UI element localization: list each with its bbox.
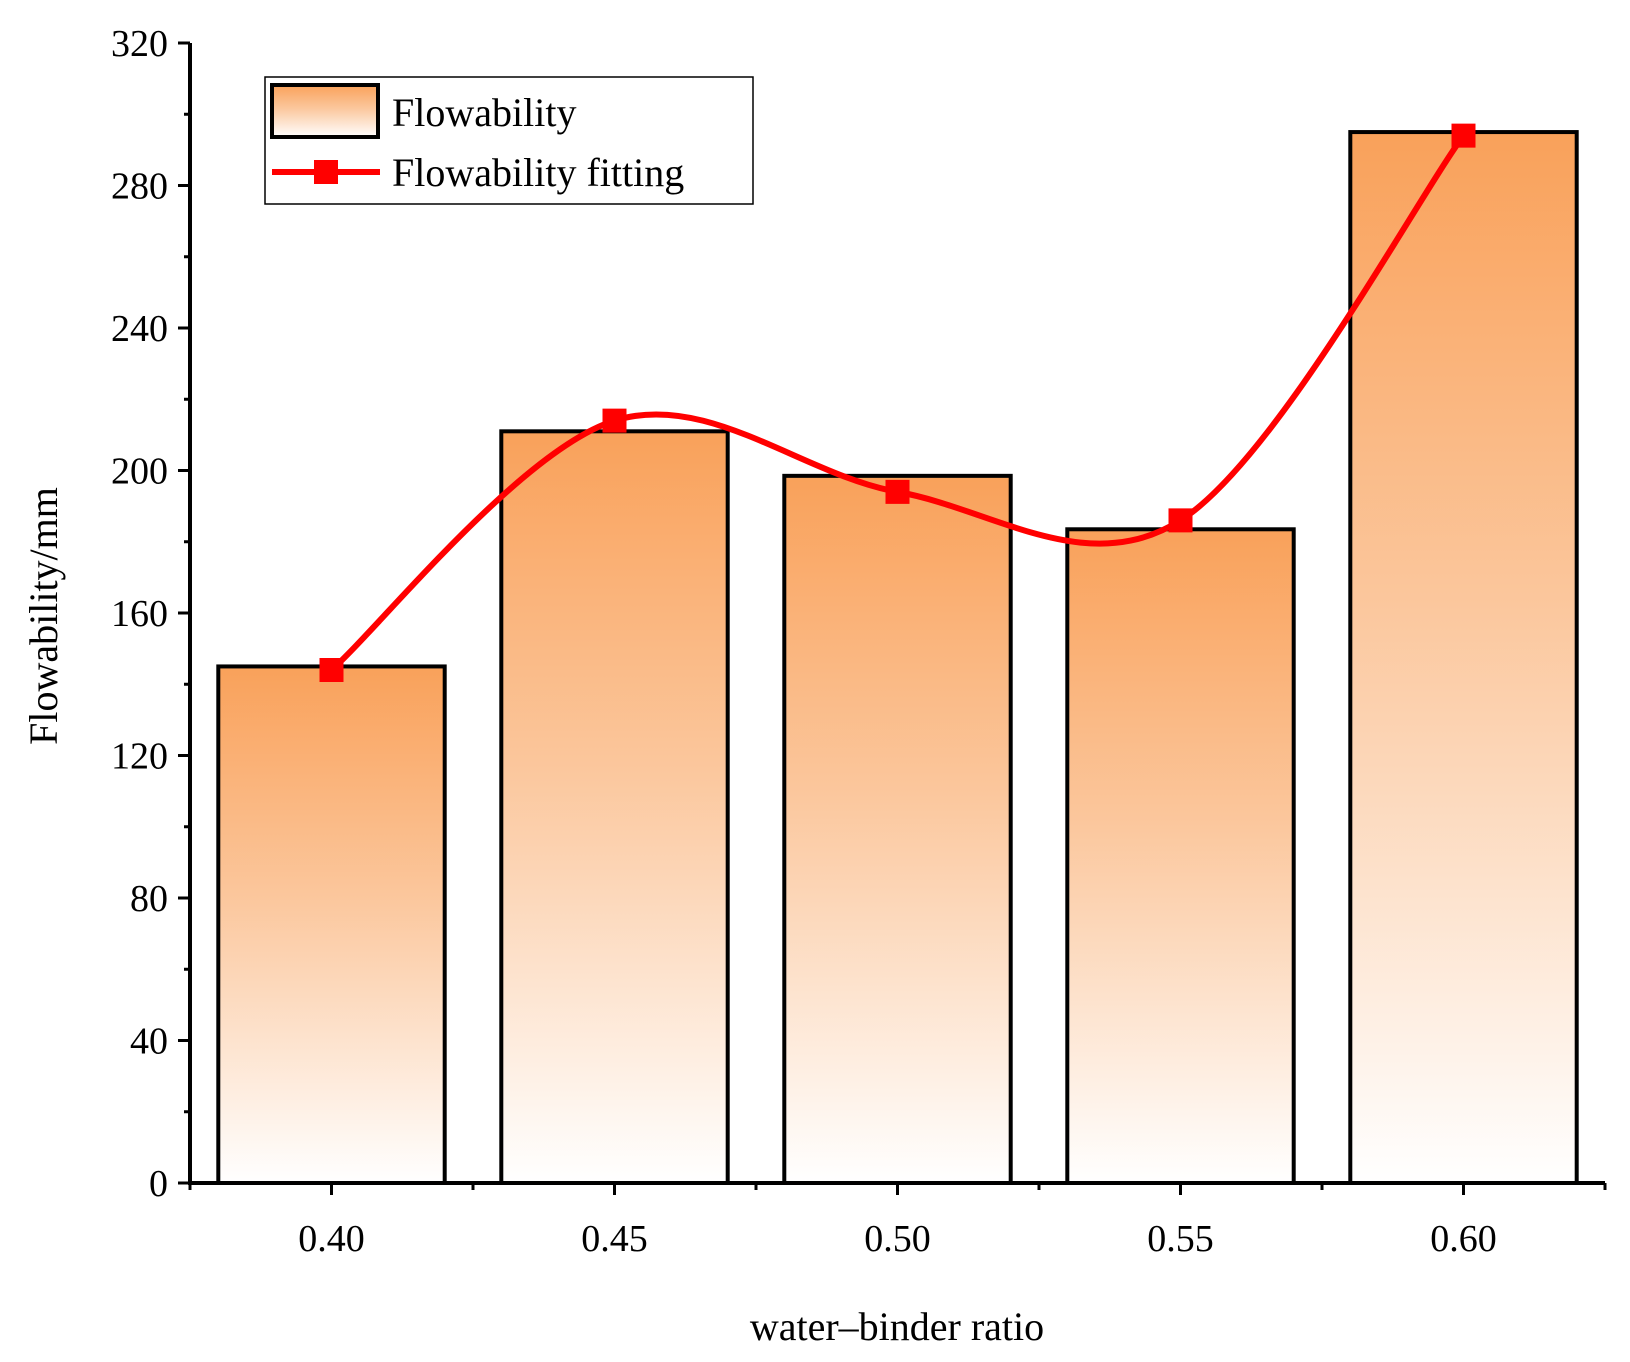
- y-tick-label: 0: [149, 1163, 168, 1205]
- y-tick-label: 200: [111, 451, 168, 493]
- fit-marker-0.45: [602, 408, 627, 433]
- fit-line: [329, 133, 1466, 673]
- x-tick-label: 0.45: [581, 1218, 648, 1260]
- fit-line-series: [319, 123, 1476, 682]
- fit-marker-0.60: [1451, 123, 1476, 148]
- legend: Flowability Flowability fitting: [264, 76, 754, 205]
- y-tick-label: 280: [111, 166, 168, 208]
- y-tick-label: 120: [111, 736, 168, 778]
- y-tick-label: 240: [111, 308, 168, 350]
- fit-marker-0.50: [885, 479, 910, 504]
- y-tick-label: 320: [111, 23, 168, 65]
- x-tick-label: 0.60: [1430, 1218, 1497, 1260]
- bar-0.40: [216, 664, 447, 1185]
- legend-swatch-marker: [314, 160, 338, 184]
- x-axis-ticks: 0.40 0.45 0.50 0.55 0.60: [188, 1183, 1607, 1260]
- legend-swatch-bar: [270, 83, 380, 139]
- y-axis-ticks: 0 40 80 120 160 200 240 280 320: [111, 23, 190, 1205]
- legend-label-flowability: Flowability: [392, 90, 576, 135]
- fit-marker-0.55: [1168, 508, 1193, 533]
- x-tick-label: 0.50: [864, 1218, 931, 1260]
- y-tick-label: 80: [130, 878, 168, 920]
- y-tick-label: 40: [130, 1021, 168, 1063]
- legend-label-fitting: Flowability fitting: [392, 150, 684, 195]
- bar-0.55: [1065, 527, 1296, 1185]
- bar-0.50: [782, 473, 1013, 1185]
- y-tick-label: 160: [111, 593, 168, 635]
- fit-marker-0.40: [319, 658, 344, 682]
- bar-0.60: [1348, 130, 1579, 1185]
- x-axis-label: water–binder ratio: [750, 1304, 1044, 1349]
- bar-0.45: [499, 429, 730, 1185]
- x-tick-label: 0.40: [298, 1218, 365, 1260]
- bar-series: [216, 130, 1579, 1185]
- y-axis-label: Flowability/mm: [21, 487, 66, 745]
- x-tick-label: 0.55: [1147, 1218, 1214, 1260]
